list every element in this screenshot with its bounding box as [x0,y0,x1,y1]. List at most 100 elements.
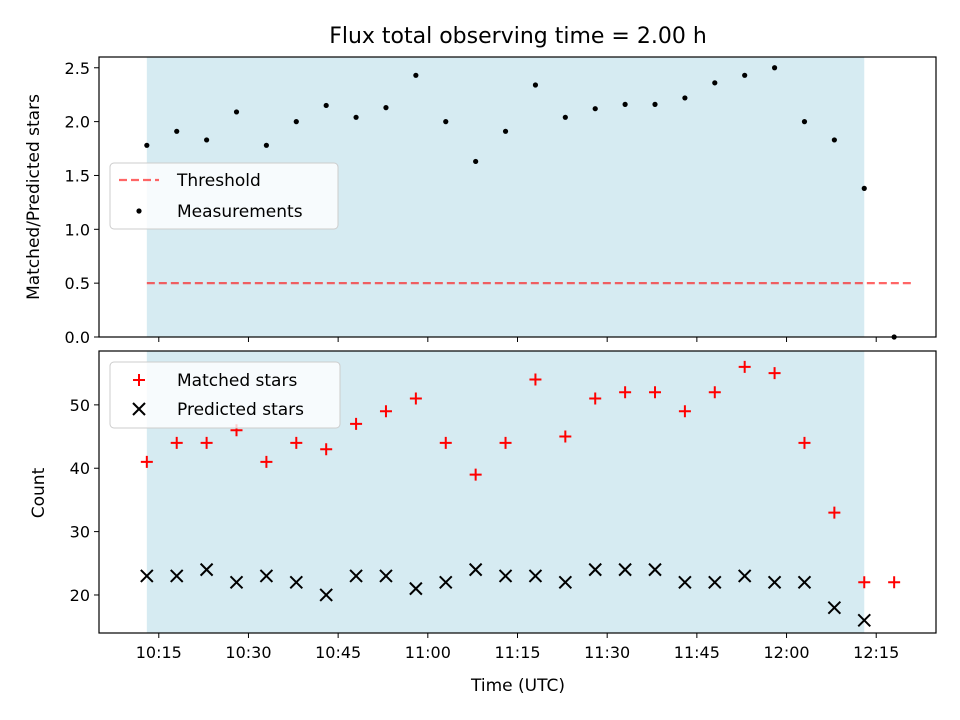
matched-stars-point [708,386,721,399]
bottom-panel: 10:15 10:30 10:45 11:00 11:15 11:30 11:45 12:00… [29,350,937,696]
x-tick-label: 11:00 [405,643,451,662]
predicted-stars-point [319,588,333,602]
x-tick-label: 11:45 [674,643,720,662]
matched-stars-point [350,417,363,430]
predicted-stars-point [648,562,662,577]
legend-measurements-label: Measurements [177,202,303,222]
measurement-point [293,119,299,125]
measurement-point [532,82,539,88]
bottom-legend: Matched stars Predicted stars [109,361,341,429]
predicted-stars-point [170,569,184,583]
measurement-point [204,137,210,143]
x-tick-label: 10:15 [136,643,182,662]
matched-stars-point [678,405,691,418]
measurement-point [443,119,449,125]
measurement-point [742,72,748,78]
measurement-point [562,114,568,120]
top-panel: 0.0 0.5 1.0 1.5 2.0 2.5 Matched/Predicted sta… [24,56,937,347]
matched-stars-point [469,468,482,481]
top-y-tick-label: 2.5 [65,59,90,78]
matched-stars-point [200,436,213,449]
x-tick-label: 10:45 [315,643,361,662]
bottom-y-tick-label: 50 [70,396,90,415]
legend-measurements-swatch [136,208,142,214]
matched-stars-point [529,373,542,386]
matched-stars-point [649,386,662,399]
measurement-point [174,128,180,134]
measurement-point [263,142,269,148]
predicted-stars-point [289,575,304,590]
predicted-stars-point [439,575,453,590]
matched-stars-point [589,392,602,405]
x-axis-label: Time (UTC) [470,676,565,696]
legend-matched-swatch [133,374,145,386]
x-tick-label: 10:30 [225,643,271,662]
bottom-y-axis-label: Count [29,467,49,518]
x-tick-label: 12:00 [763,643,809,662]
matched-stars-point [170,436,183,449]
x-tick-label: 12:15 [853,643,899,662]
predicted-stars-point [588,562,602,577]
predicted-stars-point [857,613,871,628]
measurement-point [682,95,688,101]
x-tick-label: 11:30 [584,643,630,662]
matched-stars-point [888,576,901,589]
predicted-stars-point [259,569,274,583]
predicted-stars-point [468,562,483,577]
predicted-stars-point [827,600,842,615]
chart-title: Flux total observing time = 2.00 h [329,24,707,49]
matched-stars-point [320,443,333,456]
matched-stars-point [439,436,452,449]
measurement-point [233,109,240,115]
matched-stars-point [140,455,153,468]
matched-stars-point [768,367,781,380]
x-tick-label: 11:15 [494,643,540,662]
predicted-stars-point [229,575,244,590]
matched-stars-point [499,436,512,449]
top-y-tick-label: 1.5 [65,166,90,185]
predicted-stars-point [379,569,393,583]
measurement-point [652,101,658,107]
measurement-point [801,119,808,125]
measurement-point [144,142,150,148]
bottom-y-tick-label: 20 [70,586,90,605]
top-y-tick-label: 2.0 [65,113,90,132]
predicted-stars-point [678,575,692,590]
predicted-stars-point [797,575,812,590]
predicted-stars-point [199,562,214,577]
legend-predicted-label: Predicted stars [177,400,304,420]
measurement-point [861,185,867,191]
top-legend: Threshold Measurements [109,162,339,230]
predicted-stars-point [528,569,543,583]
matched-stars-point [858,576,871,589]
measurement-point [622,101,628,107]
measurement-point [831,137,837,143]
matched-stars-point [738,360,751,373]
measurement-point [712,80,718,86]
legend-matched-label: Matched stars [177,371,297,391]
legend-threshold-label: Threshold [176,171,261,191]
predicted-stars-point [767,575,782,590]
top-y-tick-label: 0.5 [65,274,90,293]
top-y-tick-label: 0.0 [65,328,90,347]
measurement-point [353,114,359,120]
matched-stars-point [379,405,392,418]
measurement-point [502,128,509,134]
predicted-stars-point [498,569,513,583]
predicted-stars-point [409,581,423,596]
matched-stars-point [260,455,273,468]
predicted-stars-point [618,562,632,577]
measurement-point [771,65,778,71]
predicted-stars-point [708,575,722,590]
matched-stars-point [828,506,841,519]
predicted-stars-point [140,569,154,583]
measurement-point [323,102,329,109]
measurement-point [413,72,419,78]
predicted-stars-point [349,569,363,583]
matched-stars-point [290,436,303,449]
matched-stars-point [409,392,422,405]
predicted-stars-point [737,569,752,583]
top-y-tick-label: 1.0 [65,220,90,239]
bottom-y-tick-label: 30 [70,523,90,542]
predicted-stars-point [558,575,573,590]
